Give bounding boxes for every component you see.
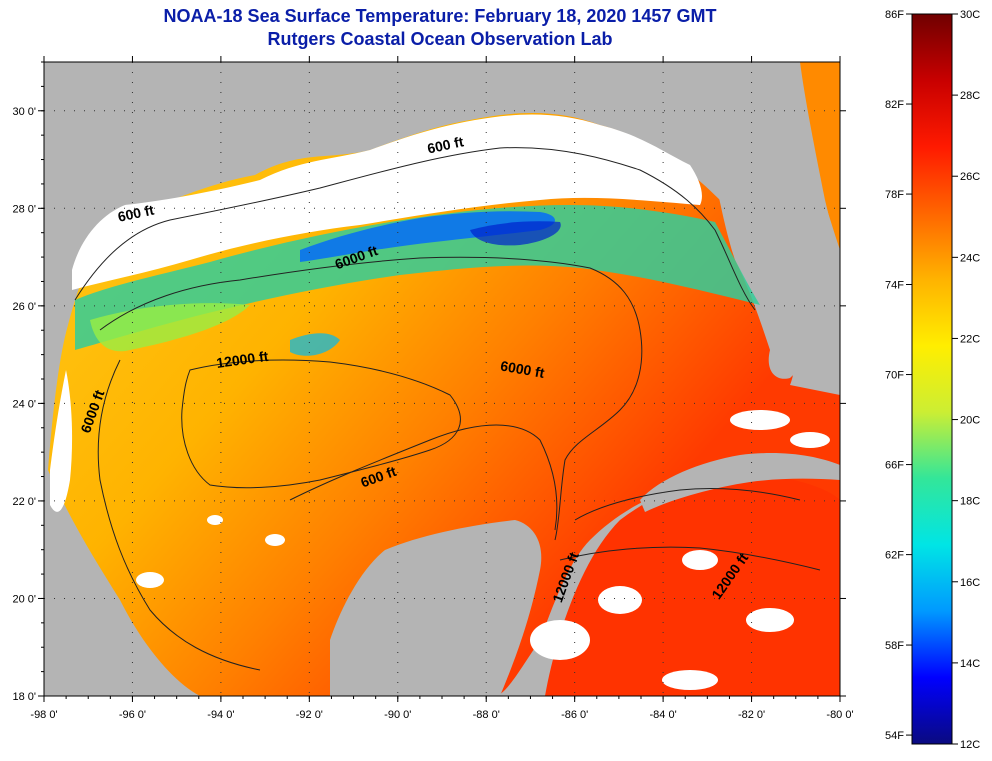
colorbar-c-label: 30C [960,9,980,21]
lon-label: -82 0' [738,709,765,721]
cuba-land [640,453,840,512]
lon-label: -86 0' [561,709,588,721]
lon-label: -92 0' [296,709,323,721]
colorbar-c-label: 12C [960,739,980,751]
contour-12000ft-caribbean [574,487,801,521]
colorbar-c-label: 20C [960,415,980,427]
map-axes: 30 0' 28 0' 26 0' 24 0' 22 0' 20 0' 18 0' -98 0… [12,56,854,721]
colorbar-ramp [911,13,953,745]
contour-600ft [74,147,756,311]
lat-label: 30 0' [12,106,36,118]
colorbar-f-label: 78F [885,189,904,201]
colorbar-f-label: 70F [885,370,904,382]
contour-6000ft [99,256,643,541]
colorbar-c-label: 24C [960,252,980,264]
contour-carib-b [559,546,821,571]
lon-label: -88 0' [473,709,500,721]
colorbar-f-label: 66F [885,460,904,472]
contour-label: 600 ft [116,201,155,224]
colorbar-f-label: 58F [885,640,904,652]
lat-label: 28 0' [12,203,36,215]
contour-600ft-yucatan [289,424,558,531]
colorbar-c-label: 26C [960,171,980,183]
contour-12000ft [181,359,461,489]
colorbar-c-label: 16C [960,577,980,589]
colorbar-f-label: 74F [885,280,904,292]
contour-label: 6000 ft [499,357,546,381]
lat-label: 20 0' [12,593,36,605]
atlantic-water [780,62,840,250]
lat-label: 24 0' [12,398,36,410]
contour-6000ft-west [97,359,261,671]
colorbar-f-label: 62F [885,550,904,562]
cold-shelf-band [75,205,760,356]
cloud-cover [50,114,830,690]
lat-label: 26 0' [12,301,36,313]
caribbean-water [545,474,840,696]
colorbar-c-label: 18C [960,496,980,508]
colorbar-f-label: 82F [885,99,904,111]
map-subtitle: Rutgers Coastal Ocean Observation Lab [267,29,613,49]
colorbar-f-label: 86F [885,9,904,21]
bathymetry-contours [74,147,821,671]
lon-label: -90 0' [384,709,411,721]
lon-label: -80 0' [826,709,853,721]
contour-label: 12000 ft [215,348,269,371]
yucatan-land [330,520,542,696]
colorbar-c-label: 14C [960,658,980,670]
colorbar-f-label: 54F [885,730,904,742]
colorbar-c-label: 28C [960,90,980,102]
lat-label: 18 0' [12,691,36,703]
colorbar-c-label: 22C [960,333,980,345]
florida-land [680,62,839,379]
lon-label: -98 0' [30,709,57,721]
lon-label: -96 0' [119,709,146,721]
lat-label: 22 0' [12,496,36,508]
colorbar: 86F 82F 78F 74F 70F 66F 62F 58F 54F 30C 28C 26C 24C 2… [885,9,980,751]
map-title: NOAA-18 Sea Surface Temperature: Februar… [163,6,717,26]
contour-label: 600 ft [426,133,465,156]
lon-label: -94 0' [207,709,234,721]
lon-label: -84 0' [650,709,677,721]
